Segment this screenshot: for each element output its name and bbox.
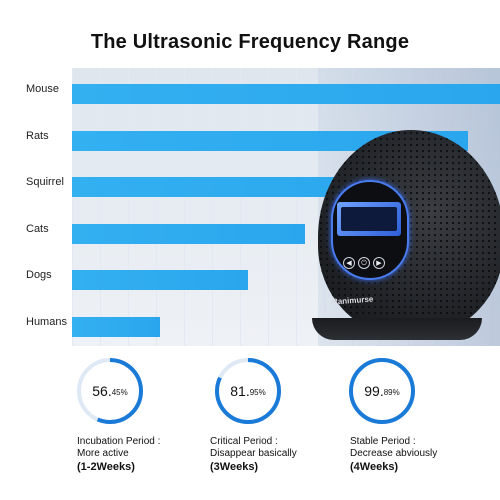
category-label-mouse: Mouse: [26, 83, 60, 95]
next-control-icon: ▶: [373, 257, 385, 269]
ring-progress: [215, 358, 281, 424]
period-description: Disappear basically: [210, 448, 297, 459]
ring-progress: [349, 358, 415, 424]
ring-percentage: 56. 45%: [75, 356, 145, 426]
bar-mouse: [72, 84, 500, 104]
device-base: [312, 318, 482, 340]
period-description: Decrease abviously: [350, 448, 438, 459]
period-duration: (3Weeks): [210, 461, 259, 473]
ring-progress: [77, 358, 143, 424]
period-description: More active: [77, 448, 129, 459]
period-caption-1: Incubation Period : More active (1-2Weeks): [77, 436, 160, 474]
page-title: The Ultrasonic Frequency Range: [90, 31, 410, 53]
ring-percentage: 99. 89%: [347, 356, 417, 426]
bar-cats: [72, 223, 306, 244]
power-control-icon: ⏻: [358, 257, 370, 269]
category-label-cats: Cats: [26, 222, 49, 235]
ring-value-minor: 89%: [383, 388, 400, 397]
period-label: Stable Period :: [350, 436, 416, 447]
ring-value-major: 56.: [92, 383, 112, 399]
prev-control-icon: ◀: [343, 257, 355, 269]
progress-ring-2: 81. 95%: [213, 356, 283, 426]
period-caption-3: Stable Period : Decrease abviously (4Weeks…: [350, 436, 437, 474]
ring-value-minor: 95%: [249, 388, 266, 397]
ring-percentage: 81. 95%: [213, 356, 283, 426]
category-label-dogs: Dogs: [26, 269, 52, 281]
category-label-squirrel: Squirrel: [26, 176, 64, 188]
display-readout: [341, 207, 397, 231]
progress-ring-1: 56. 45%: [75, 356, 145, 426]
period-label: Critical Period :: [210, 436, 278, 447]
category-label-rats: Rats: [26, 129, 49, 142]
period-label: Incubation Period :: [77, 436, 161, 447]
progress-ring-3: 99. 89%: [347, 356, 417, 426]
bar-dogs: [72, 270, 248, 290]
period-duration: (4Weeks): [350, 461, 399, 473]
period-duration: (1-2Weeks): [77, 461, 135, 473]
ring-value-minor: 45%: [111, 388, 128, 397]
period-caption-2: Critical Period : Disappear basically (3We…: [210, 436, 297, 474]
ring-value-major: 81.: [230, 383, 250, 399]
category-label-humans: Humans: [26, 315, 67, 328]
ring-value-major: 99.: [364, 383, 384, 399]
bar-humans: [72, 316, 160, 337]
